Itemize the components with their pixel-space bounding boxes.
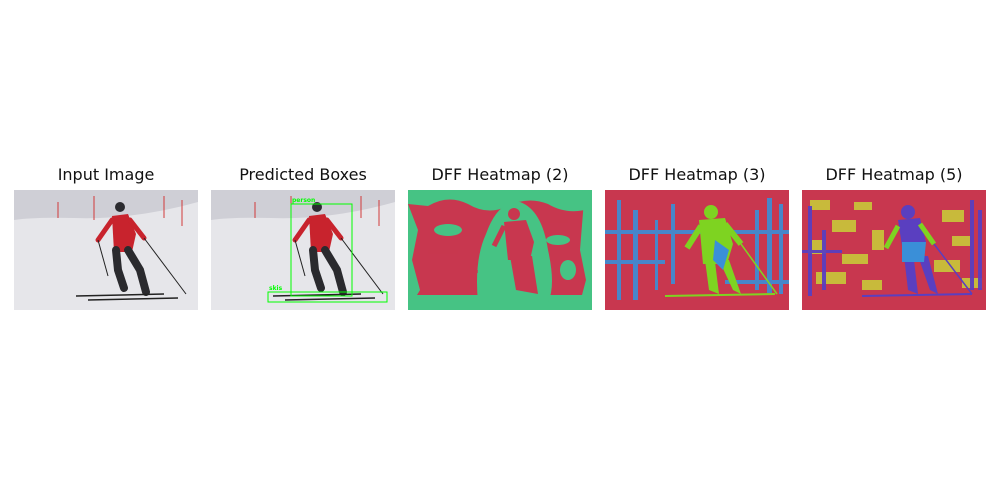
person-box-label: person [292,197,315,204]
person-bounding-box [290,203,353,297]
skis-bounding-box [267,291,388,303]
panel-title: DFF Heatmap (2) [431,165,569,184]
dff-heatmap-5-image [802,190,986,310]
panel-title: Input Image [57,165,155,184]
skier-figure [75,202,187,301]
heatmap-2 [408,190,592,310]
panel-dff-heatmap-3: DFF Heatmap (3) [605,163,789,310]
heatmap-3 [605,190,789,310]
panel-title: Predicted Boxes [239,165,367,184]
dff-heatmap-3-image [605,190,789,310]
panel-title: DFF Heatmap (3) [628,165,766,184]
predicted-boxes-image: person skis [211,190,395,310]
dff-heatmap-2-image [408,190,592,310]
panel-input-image: Input Image [14,163,198,310]
panel-dff-heatmap-5: DFF Heatmap (5) [802,163,986,310]
skier-photo [14,190,198,310]
skier-photo-with-boxes: person skis [211,190,395,310]
skis-box-label: skis [269,285,283,292]
input-image [14,190,198,310]
panel-title: DFF Heatmap (5) [825,165,963,184]
panel-dff-heatmap-2: DFF Heatmap (2) [408,163,592,310]
panel-predicted-boxes: Predicted Boxes person [211,163,395,310]
heatmap-5 [802,190,986,310]
